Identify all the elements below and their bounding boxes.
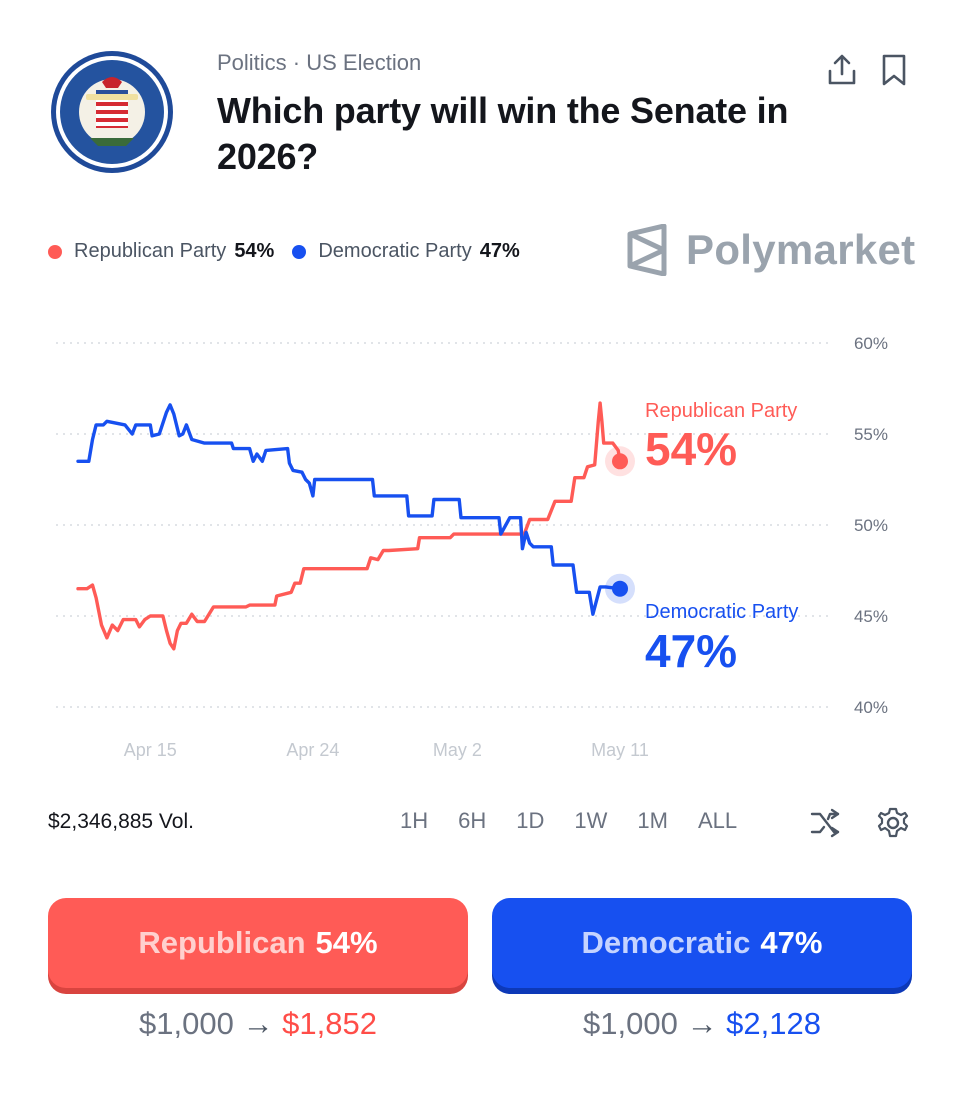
arrow-right-icon: → [686,1006,718,1041]
chart-labels: 60% 55% 50% 45% 40% Apr 15 Apr 24 May 2 May 11 Re… [124,334,888,760]
volume-label: $2,346,885 Vol. [48,810,194,833]
share-icon[interactable] [824,52,860,88]
polymarket-logo-icon [627,224,667,276]
time-range-selector: 1H 6H 1D 1W 1M ALL [400,808,767,834]
legend-label: Democratic Party [318,240,472,262]
y-tick-label: 40% [854,698,888,717]
legend-item-democratic: Democratic Party 47% [292,240,520,263]
legend-value: 54% [234,240,275,262]
y-tick-label: 55% [854,425,888,444]
page-title: Which party will win the Senate in 2026? [217,90,789,177]
range-1w[interactable]: 1W [574,808,608,833]
x-tick-label: Apr 15 [124,740,177,760]
buy-republican-button[interactable]: Republican 54% [48,898,468,988]
payout-republican: $1,000 → $1,852 [48,1006,468,1042]
button-label: Democratic [581,925,751,960]
series-line-democratic [76,403,622,616]
payout-amount: $1,852 [282,1006,377,1041]
button-label: Republican [138,925,306,960]
price-chart[interactable]: 60% 55% 50% 45% 40% Apr 15 Apr 24 May 2 May 11 Re… [0,300,960,780]
breadcrumb-separator: · [286,50,307,75]
button-percent: 54% [315,925,378,960]
arrow-right-icon: → [242,1006,274,1041]
chart-lines [76,401,635,651]
x-tick-label: May 11 [591,740,649,760]
range-6h[interactable]: 6H [458,808,487,833]
brand-name: Polymarket [686,226,916,273]
legend-dot-democratic [292,244,307,259]
series-endpoint-dot [612,453,628,470]
legend-label: Republican Party [74,240,227,262]
payout-stake: $1,000 [139,1006,234,1041]
chart-legend: Republican Party 54% Democratic Party 47… [48,240,538,263]
legend-dot-republican [48,244,62,259]
end-label-name: Republican Party [645,400,797,422]
button-percent: 47% [760,925,823,960]
breadcrumb-subcategory[interactable]: US Election [306,50,422,75]
range-1m[interactable]: 1M [637,808,668,833]
y-tick-label: 60% [854,334,888,353]
series-endpoint-dot [612,580,628,597]
range-1h[interactable]: 1H [400,808,429,833]
end-label-value: 47% [645,625,737,677]
y-tick-label: 45% [854,607,888,626]
end-label-name: Democratic Party [645,601,798,623]
series-line-republican [76,401,622,651]
gear-icon[interactable] [876,806,910,840]
x-tick-label: Apr 24 [286,740,339,760]
polymarket-brand: Polymarket [624,224,915,276]
senate-seal-logo [51,51,173,173]
legend-item-republican: Republican Party 54% [48,240,274,263]
payout-democratic: $1,000 → $2,128 [492,1006,912,1042]
range-all[interactable]: ALL [697,808,738,833]
breadcrumb-category[interactable]: Politics [217,50,287,75]
end-label-value: 54% [645,423,737,475]
bookmark-icon[interactable] [876,52,912,88]
legend-value: 47% [479,240,520,262]
shuffle-icon[interactable] [808,806,842,840]
range-1d[interactable]: 1D [516,808,545,833]
breadcrumb: Politics · US Election [217,50,421,76]
x-tick-label: May 2 [433,740,482,760]
buy-democratic-button[interactable]: Democratic 47% [492,898,912,988]
payout-stake: $1,000 [583,1006,678,1041]
y-tick-label: 50% [854,516,888,535]
payout-amount: $2,128 [726,1006,821,1041]
